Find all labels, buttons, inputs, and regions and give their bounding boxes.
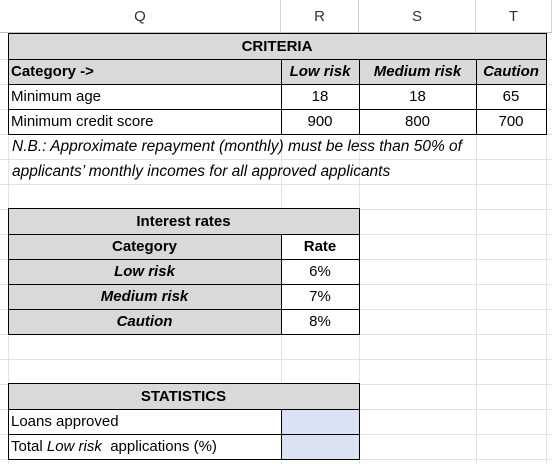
column-header-r[interactable]: R [281,0,359,33]
statistics-loans-label[interactable]: Loans approved [11,413,119,430]
interest-rate-caution[interactable]: 8% [281,309,359,334]
criteria-min-age-medium[interactable]: 18 [409,88,426,105]
interest-row-medium-risk[interactable]: Medium risk [100,288,189,305]
criteria-row-min-age-label[interactable]: Minimum age [11,88,102,105]
statistics-total-italic: Low risk [46,438,102,455]
criteria-credit-caution[interactable]: 700 [498,113,524,130]
column-header-s[interactable]: S [359,0,476,33]
interest-rate-medium-risk[interactable]: 7% [281,284,359,309]
criteria-header-medium-risk[interactable]: Medium risk [373,63,462,80]
interest-title[interactable]: Interest rates [136,213,231,230]
criteria-min-age-low[interactable]: 18 [311,88,329,105]
statistics-total-suffix: applications (%) [101,438,217,455]
criteria-credit-medium[interactable]: 800 [404,113,431,130]
statistics-loans-value-cell[interactable] [281,409,359,434]
column-header-t[interactable]: T [476,0,552,33]
criteria-title[interactable]: CRITERIA [241,38,313,55]
statistics-total-label[interactable]: Total Low risk applications (%) [8,434,281,459]
criteria-header-category[interactable]: Category -> [11,63,94,80]
column-header-q[interactable]: Q [0,0,281,33]
interest-header-category[interactable]: Category [111,238,178,255]
interest-row-low-risk[interactable]: Low risk [114,263,175,280]
criteria-header-caution[interactable]: Caution [483,63,539,80]
statistics-total-prefix: Total [11,438,47,455]
criteria-note-line2[interactable]: applicants’ monthly incomes for all appr… [12,163,391,180]
criteria-header-low-risk[interactable]: Low risk [289,63,351,80]
criteria-note-line1[interactable]: N.B.: Approximate repayment (monthly) mu… [12,138,462,155]
criteria-credit-low[interactable]: 900 [307,113,333,130]
interest-header-rate[interactable]: Rate [281,234,359,259]
criteria-row-credit-label[interactable]: Minimum credit score [11,113,154,130]
interest-rate-low-risk[interactable]: 6% [281,259,359,284]
statistics-total-value-cell[interactable] [281,434,359,459]
statistics-title[interactable]: STATISTICS [140,388,227,405]
interest-row-caution[interactable]: Caution [116,313,173,330]
criteria-min-age-caution[interactable]: 65 [502,88,520,105]
